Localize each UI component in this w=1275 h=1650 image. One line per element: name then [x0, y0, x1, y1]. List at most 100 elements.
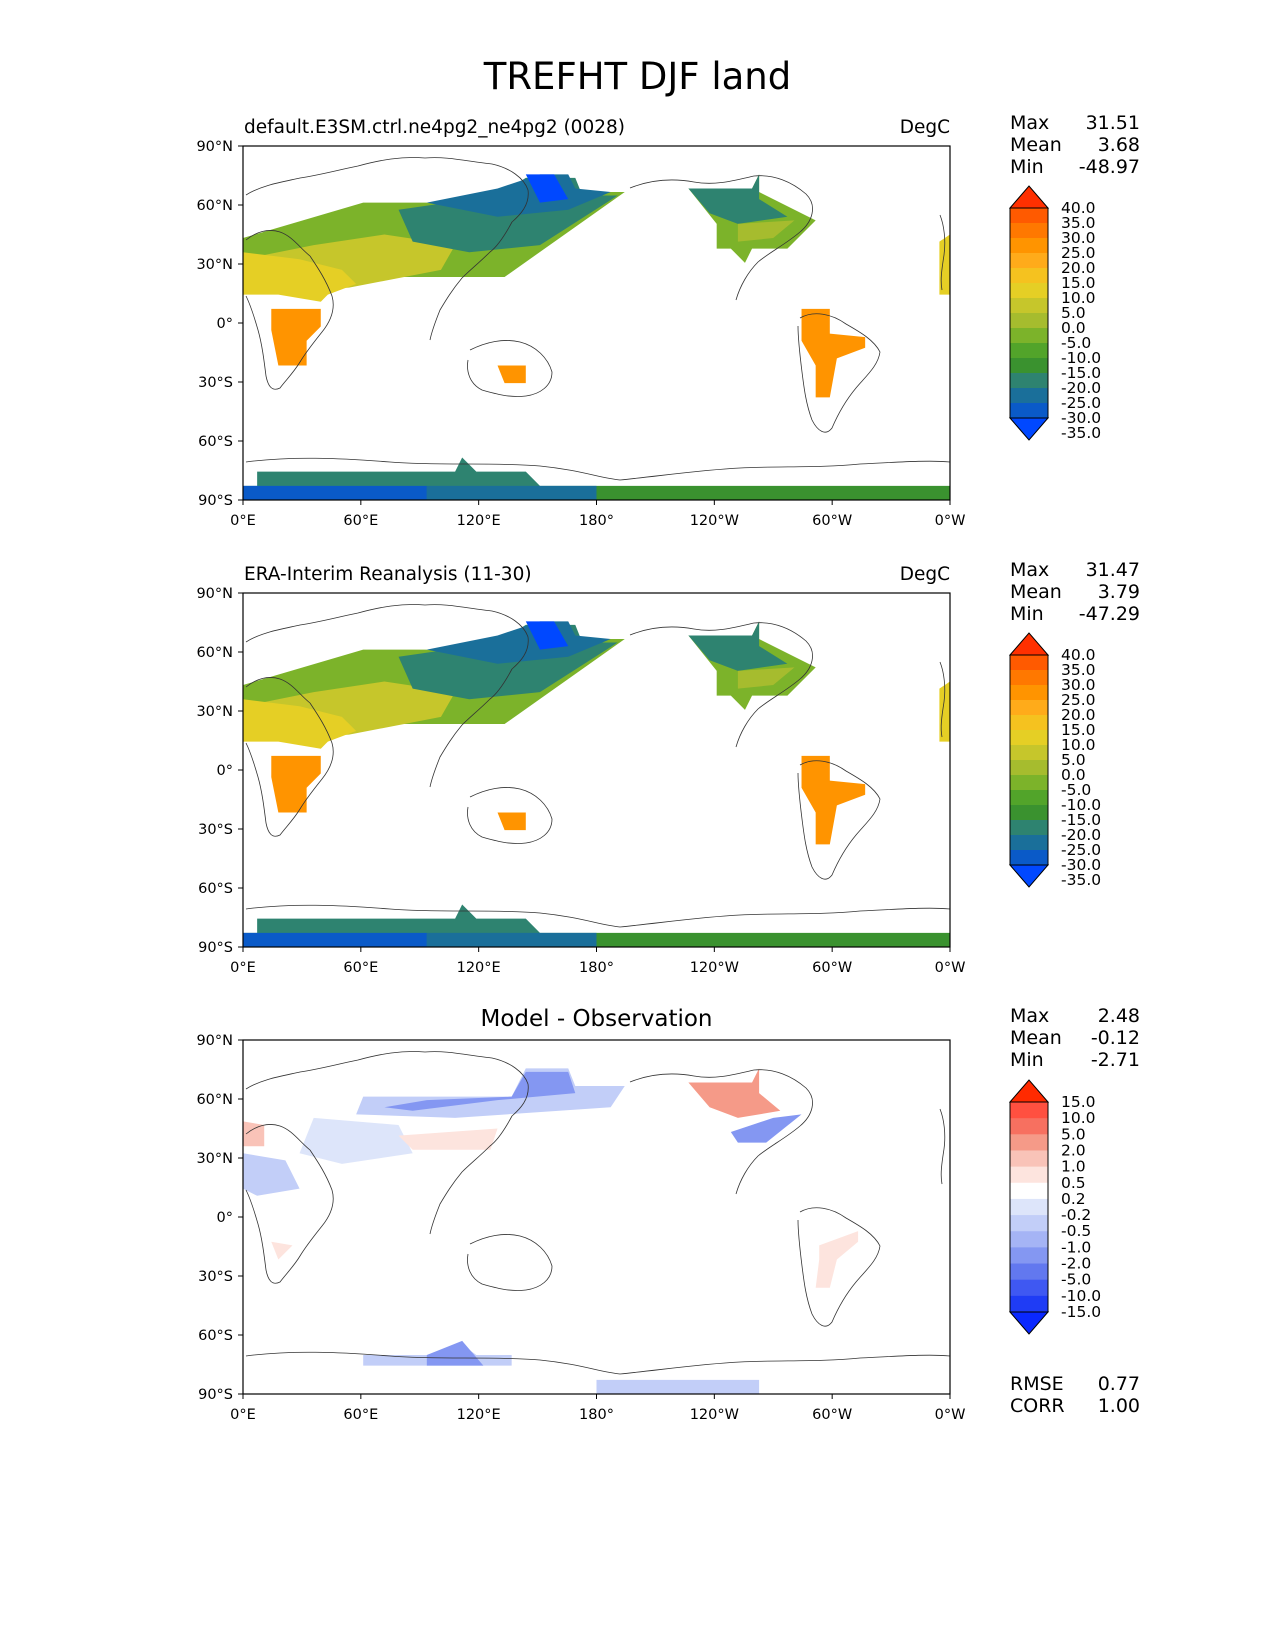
canada-cold-region [688, 621, 788, 671]
antarctica-cold-diff-region [426, 1340, 484, 1366]
colorbar-tick-label: 40.0 [1061, 646, 1096, 664]
stat-label: Min [1010, 1049, 1044, 1071]
colorbar-tick-label: -10.0 [1061, 349, 1101, 367]
stats-test: Max 31.51 Mean 3.68 Min -48.97 [1010, 112, 1140, 178]
coastline [245, 1051, 529, 1235]
stat-label: Max [1010, 1005, 1050, 1027]
australia-region [497, 812, 526, 831]
lon-tick-label: 0°E [230, 513, 256, 529]
colorbar-segment [1010, 1215, 1048, 1232]
colorbar-tick-label: 10.0 [1061, 289, 1096, 307]
arctic-coldest-region [525, 174, 569, 203]
colorbar-segment [1010, 790, 1048, 806]
lon-tick-label: 0°W [935, 960, 966, 976]
coastline [245, 230, 334, 390]
metric-value: 1.00 [1097, 1395, 1140, 1417]
ross-diff-region [596, 1379, 760, 1394]
sahara-region [243, 699, 357, 749]
colorbar-tick-label: -10.0 [1061, 796, 1101, 814]
colorbar-segment [1010, 730, 1048, 746]
colorbar-tick-label: -10.0 [1061, 1287, 1101, 1305]
colorbar-tick-label: -0.2 [1061, 1206, 1091, 1224]
lat-tick-label: 90°S [198, 1387, 233, 1403]
coastline [245, 1124, 334, 1284]
colorbar-tick-label: 0.2 [1061, 1190, 1086, 1208]
lon-tick-label: 180° [579, 1407, 614, 1423]
siberia-cold-region [426, 621, 611, 664]
colorbar-tick-label: 5.0 [1061, 1125, 1086, 1143]
colorbar-tick-label: -15.0 [1061, 1303, 1101, 1321]
colorbar-tick-label: 0.0 [1061, 766, 1086, 784]
colorbar-tick-label: 1.0 [1061, 1158, 1086, 1176]
colorbar-segment [1010, 820, 1048, 836]
colorbar-tick-label: 15.0 [1061, 721, 1096, 739]
colorbar-tick-label: -25.0 [1061, 394, 1101, 412]
colorbar-segment [1010, 1231, 1048, 1248]
colorbar-segment [1010, 715, 1048, 731]
colorbar-segment [1010, 253, 1048, 269]
coastline [797, 760, 881, 880]
colorbar-tick-label: -35.0 [1061, 871, 1101, 889]
colorbar-segment [1010, 1279, 1048, 1297]
colorbar-segment [1010, 1134, 1048, 1151]
colorbar-segment [1010, 1263, 1048, 1281]
colorbar-segment [1010, 208, 1048, 224]
south-america-region [801, 755, 866, 845]
stat-label: Min [1010, 156, 1044, 178]
colorbar-segment [1010, 1247, 1048, 1265]
colorbar-tick-label: 15.0 [1061, 274, 1096, 292]
colorbar-segment [1010, 358, 1048, 374]
australia-region [497, 365, 526, 384]
map-difference: 90°N 60°N 30°N 0° 30°S 60°S 90°S 0°E 60°E 120°E 18… [196, 1033, 965, 1423]
colorbar-tick-label: 5.0 [1061, 751, 1086, 769]
colorbar-max-extend [1008, 1079, 1050, 1103]
colorbar-segment [1010, 655, 1048, 671]
stats-difference: Max 2.48 Mean -0.12 Min -2.71 [1010, 1005, 1140, 1071]
colorbar-segment [1010, 1198, 1048, 1216]
colorbar-segment [1010, 343, 1048, 359]
colorbar-tick-label: -2.0 [1061, 1255, 1091, 1273]
colorbar-reference: 40.035.030.025.020.015.010.05.00.0-5.0-1… [1008, 632, 1101, 889]
colorbar-segment [1010, 328, 1048, 344]
colorbar-segment [1010, 1166, 1048, 1184]
colorbar-segment [1010, 238, 1048, 254]
colorbar-tick-label: 20.0 [1061, 259, 1096, 277]
stat-value: 3.79 [1097, 581, 1140, 603]
colorbar-tick-label: 25.0 [1061, 691, 1096, 709]
metric-label: RMSE [1010, 1373, 1064, 1395]
colorbar-segment [1010, 835, 1048, 851]
lon-tick-label: 60°W [812, 1407, 852, 1423]
colorbar-segment [1010, 760, 1048, 776]
lat-tick-label: 0° [217, 316, 233, 332]
lon-tick-label: 0°W [935, 513, 966, 529]
us-region [737, 220, 795, 242]
stat-value: -2.71 [1090, 1049, 1140, 1071]
figure-title: TREFHT DJF land [483, 55, 792, 98]
coastline [245, 904, 951, 928]
metric-label: CORR [1010, 1395, 1065, 1417]
eurasia-diff-region [356, 1068, 625, 1118]
lat-tick-label: 90°N [196, 586, 233, 602]
antarctica-west-region [596, 485, 950, 500]
sahara-region [243, 252, 357, 302]
coastline [467, 340, 553, 397]
colorbar-segment [1010, 268, 1048, 284]
lat-tick-label: 30°S [198, 1269, 233, 1285]
arctic-coldest-region [525, 621, 569, 650]
colorbar-segment [1010, 745, 1048, 761]
sahara-diff-region [243, 1153, 300, 1196]
colorbar-tick-label: -20.0 [1061, 379, 1101, 397]
lon-tick-label: 60°E [343, 1407, 378, 1423]
colorbar-tick-label: 0.0 [1061, 319, 1086, 337]
colorbar-min-extend [1008, 1311, 1050, 1335]
colorbar-tick-label: -5.0 [1061, 334, 1091, 352]
stat-value: 2.48 [1097, 1005, 1140, 1027]
stat-value: 31.51 [1085, 112, 1140, 134]
colorbar-segment [1010, 313, 1048, 329]
lon-tick-label: 120°W [690, 1407, 739, 1423]
stat-label: Mean [1010, 134, 1062, 156]
panel-units-reference: DegC [899, 564, 950, 585]
antarctica-coldest-region [243, 485, 427, 500]
colorbar-tick-label: 35.0 [1061, 214, 1096, 232]
